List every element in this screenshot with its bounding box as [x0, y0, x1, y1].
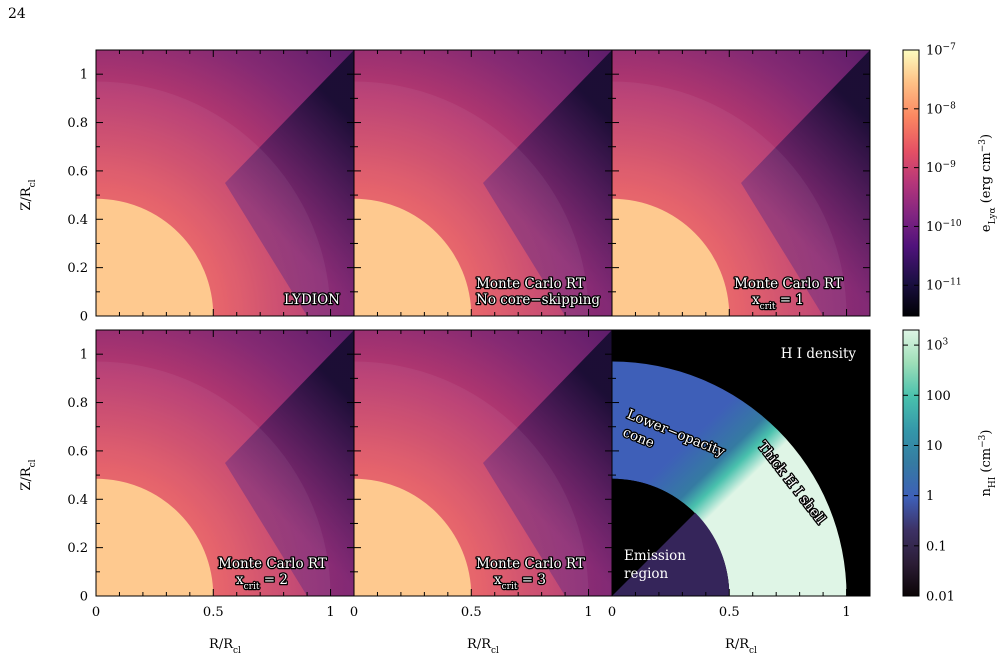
y-axis-label: Z/Rcl	[19, 459, 38, 490]
y-tick-label: 0	[80, 590, 88, 605]
panel-label-line: Monte Carlo RT	[476, 276, 585, 292]
shadow-region	[483, 330, 612, 596]
y-tick-label: 0.2	[67, 541, 88, 556]
y-tick-label: 1	[80, 68, 88, 83]
x-tick-label: 1	[842, 605, 850, 620]
x-tick-label: 0.5	[203, 605, 224, 620]
panel-label-line: H I density	[781, 346, 857, 362]
colorbar-tick-label: 10−10	[926, 219, 962, 235]
y-tick-label: 0.4	[67, 493, 88, 508]
panel-frame	[611, 49, 871, 317]
colorbar-label: eLyα (erg cm−3)	[978, 134, 998, 232]
y-tick-label: 0.8	[67, 396, 88, 411]
colorbar-gradient	[902, 329, 920, 597]
x-tick-label: 1	[584, 605, 592, 620]
y-tick-label: 0.6	[67, 444, 88, 459]
colorbar-tick-label: 10	[926, 439, 943, 454]
y-axis-label: Z/Rcl	[19, 179, 38, 210]
x-tick-label: 0	[350, 605, 358, 620]
colorbar-tick-label: 10−11	[926, 278, 962, 294]
x-tick-label: 0	[608, 605, 616, 620]
colorbar-lya: 10−7 10−8 10−9 10−10 10−11 eLyα (erg cm−3)	[902, 43, 998, 317]
panel-lydion: LYDION	[95, 49, 355, 317]
x-axis-label: R/Rcl	[467, 637, 499, 656]
panel-label-line: xcrit = 2	[236, 572, 288, 592]
x-axis-label: R/Rcl	[725, 637, 757, 656]
panel-label-line: xcrit = 3	[494, 572, 546, 592]
y-tick-label: 0.6	[67, 164, 88, 179]
emission-core	[96, 478, 214, 596]
shadow-region	[225, 50, 354, 316]
hi-emission-wedge	[612, 512, 730, 596]
colorbar-tick-label: 0.01	[926, 590, 955, 605]
shadow-region	[225, 330, 354, 596]
colorbar-tick-label: 10−9	[926, 160, 956, 176]
panel-label-line: Monte Carlo RT	[734, 276, 843, 292]
colorbar-tick-label: 0.1	[926, 539, 947, 554]
colorbar-tick-label: 1	[926, 489, 934, 504]
x-tick-label: 1	[326, 605, 334, 620]
x-tick-label: 0	[92, 605, 100, 620]
panel-label-line: Monte Carlo RT	[476, 556, 585, 572]
shadow-region	[741, 50, 870, 316]
colorbar-gradient	[902, 49, 920, 317]
colorbar-tick-label: 103	[926, 338, 949, 354]
panel-label-line: No core−skipping	[476, 292, 600, 308]
annotation-emission-line2: region	[624, 566, 669, 582]
colorbar-hi: 103 100 10 1 0.1 0.01 nHI (cm−3)	[902, 329, 998, 605]
x-tick-label: 0.5	[461, 605, 482, 620]
page-number: 24	[8, 6, 26, 22]
y-tick-label: 0	[80, 310, 88, 325]
colorbar-tick-label: 10−7	[926, 43, 956, 59]
panel-frame	[611, 329, 871, 597]
panel-label-line: xcrit = 1	[752, 292, 804, 312]
emission-core	[354, 198, 472, 316]
emission-core	[612, 198, 730, 316]
emission-core	[96, 198, 214, 316]
colorbar-tick-label: 10−8	[926, 101, 956, 117]
x-axis-label: R/Rcl	[209, 637, 241, 656]
annotation-emission-line1: Emission	[624, 548, 686, 564]
panel-label-line: LYDION	[284, 292, 340, 308]
colorbar-tick-label: 100	[926, 389, 951, 404]
shadow-region	[483, 50, 612, 316]
y-tick-label: 0.4	[67, 213, 88, 228]
x-tick-label: 0.5	[719, 605, 740, 620]
emission-core	[354, 478, 472, 596]
hi-shell	[612, 361, 847, 596]
panel-label-line: Monte Carlo RT	[218, 556, 327, 572]
y-tick-label: 0.8	[67, 116, 88, 131]
colorbar-label: nHI (cm−3)	[978, 430, 998, 497]
y-tick-label: 1	[80, 348, 88, 363]
y-tick-label: 0.2	[67, 261, 88, 276]
